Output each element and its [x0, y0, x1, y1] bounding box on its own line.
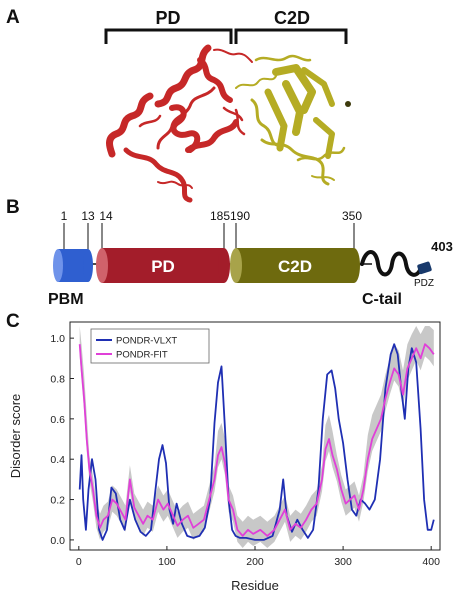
- legend: PONDR-VLXT PONDR-FIT: [90, 328, 210, 364]
- pdz-block: [417, 261, 432, 275]
- pd-bracket: PD: [104, 8, 233, 44]
- y-tick-label: 0.6: [50, 414, 65, 426]
- y-axis-title: Disorder score: [8, 394, 23, 479]
- legend-label-vlxt: PONDR-VLXT: [116, 336, 177, 347]
- linker-bead: [345, 101, 351, 107]
- boundary-label-1: 1: [61, 209, 68, 223]
- x-tick-label: 0: [76, 556, 82, 568]
- y-tick-label: 0.0: [50, 535, 65, 547]
- panel-c-letter: C: [6, 311, 20, 332]
- legend-box: [90, 328, 210, 364]
- legend-label-fit: PONDR-FIT: [116, 350, 168, 361]
- boundary-label-350: 350: [342, 209, 362, 223]
- pbm-label: PBM: [48, 291, 84, 308]
- pd-segment-label: PD: [151, 257, 175, 276]
- c2d-cylinder: C2D: [230, 248, 360, 283]
- pd-structure: [106, 44, 253, 203]
- panel-b-letter: B: [6, 197, 20, 218]
- pd-cylinder: PD: [96, 248, 230, 283]
- y-tick-label: 0.8: [50, 373, 65, 385]
- boundary-label-403: 403: [431, 239, 453, 254]
- c2d-structure: [235, 54, 346, 186]
- pdz-label: PDZ: [414, 278, 434, 289]
- boundary-label-190: 190: [230, 209, 250, 223]
- boundary-label-185: 185: [210, 209, 230, 223]
- series-line-pondr-vlxt: [78, 343, 435, 541]
- x-axis-title: Residue: [231, 578, 279, 593]
- y-tick-label: 1.0: [50, 333, 65, 345]
- plot-frame: [69, 321, 441, 551]
- series-line-pondr-fit: [78, 343, 435, 537]
- c-tail-squiggle: [360, 250, 422, 277]
- chart-plot-layer: 0.0 0.2 0.4 0.6 0.8 1.0 0 100 200 300 400: [50, 326, 440, 568]
- x-tick-label: 100: [158, 556, 176, 568]
- y-tick-label: 0.4: [50, 454, 65, 466]
- pbm-cylinder: [53, 249, 93, 282]
- panel-a-letter: A: [6, 7, 20, 28]
- disorder-chart: 0.0 0.2 0.4 0.6 0.8 1.0 0 100 200 300 400 Disorder…: [8, 321, 441, 593]
- boundary-ticks: [63, 223, 355, 250]
- x-tick-label: 200: [246, 556, 264, 568]
- x-tick-label: 400: [422, 556, 440, 568]
- y-tick-label: 0.2: [50, 495, 65, 507]
- boundary-label-13: 13: [81, 209, 95, 223]
- boundary-labels: 1 13 14 185 190 350 403: [61, 209, 453, 254]
- x-tick-label: 300: [334, 556, 352, 568]
- boundary-label-14: 14: [99, 209, 113, 223]
- c-tail-label: C-tail: [362, 291, 402, 308]
- pd-bracket-label: PD: [155, 8, 180, 28]
- c2d-bracket-label: C2D: [274, 8, 310, 28]
- c2d-segment-label: C2D: [278, 257, 312, 276]
- c2d-bracket: C2D: [234, 8, 348, 44]
